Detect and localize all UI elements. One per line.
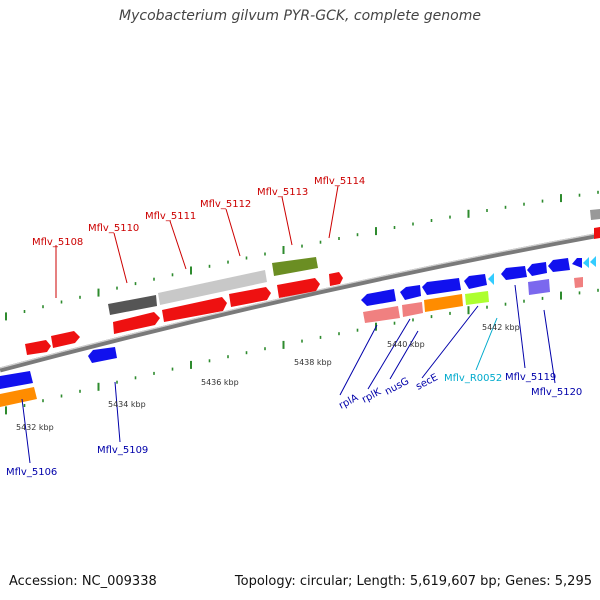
gene-feature[interactable] xyxy=(162,297,227,322)
gene-label-mflv-5109: Mflv_5109 xyxy=(97,445,148,456)
gene-feature[interactable] xyxy=(88,347,117,363)
gene-feature[interactable] xyxy=(590,209,600,220)
gene-feature[interactable] xyxy=(363,306,400,323)
gene-label-mflv-5120: Mflv_5120 xyxy=(531,387,582,398)
gene-label-mflv-5106: Mflv_5106 xyxy=(6,467,57,478)
forward-strand-genes xyxy=(25,209,600,355)
gene-feature[interactable] xyxy=(0,371,33,389)
gene-feature[interactable] xyxy=(590,256,596,267)
gene-label-mflv-5110: Mflv_5110 xyxy=(88,223,139,234)
gene-label-rplk: rplK xyxy=(360,386,383,405)
gene-feature[interactable] xyxy=(361,289,396,306)
topology-text: Topology: circular; Length: 5,619,607 bp… xyxy=(234,574,592,589)
gene-feature[interactable] xyxy=(272,257,318,276)
gene-feature[interactable] xyxy=(158,270,267,305)
gene-feature[interactable] xyxy=(424,294,463,312)
accession-text: Accession: NC_009338 xyxy=(9,574,157,589)
scale-label: 5442 kbp xyxy=(482,323,520,332)
gene-feature[interactable] xyxy=(464,274,487,289)
gene-feature[interactable] xyxy=(527,262,547,276)
inner-tick-row xyxy=(5,288,599,415)
gene-feature[interactable] xyxy=(329,272,343,286)
gene-feature[interactable] xyxy=(113,312,160,334)
gene-feature[interactable] xyxy=(574,277,583,288)
reverse-gene-labels: Mflv_5106 Mflv_5109 rplA rplK nusG secE … xyxy=(6,284,582,478)
gene-feature[interactable] xyxy=(594,227,600,239)
gene-feature[interactable] xyxy=(0,387,37,407)
gene-label-mflv-5108: Mflv_5108 xyxy=(32,237,83,248)
gene-feature[interactable] xyxy=(465,291,489,305)
gene-label-mflv-5113: Mflv_5113 xyxy=(257,187,308,198)
gene-label-sece: secE xyxy=(414,372,440,393)
gene-label-mflv-5111: Mflv_5111 xyxy=(145,211,196,222)
reverse-strand-genes xyxy=(0,256,596,407)
gene-feature[interactable] xyxy=(528,279,550,295)
scale-label: 5436 kbp xyxy=(201,378,239,387)
gene-feature[interactable] xyxy=(422,278,461,295)
gene-feature[interactable] xyxy=(108,295,157,315)
scale-label: 5432 kbp xyxy=(16,423,54,432)
scale-label: 5438 kbp xyxy=(294,358,332,367)
scale-label: 5434 kbp xyxy=(108,400,146,409)
gene-feature[interactable] xyxy=(548,258,570,272)
gene-feature[interactable] xyxy=(583,257,589,268)
gene-label-nusg: nusG xyxy=(383,376,411,398)
scale-labels: 5432 kbp 5434 kbp 5436 kbp 5438 kbp 5440… xyxy=(16,323,520,432)
gene-feature[interactable] xyxy=(402,302,423,317)
gene-label-mflv-5112: Mflv_5112 xyxy=(200,199,251,210)
forward-gene-labels: Mflv_5108 Mflv_5110 Mflv_5111 Mflv_5112 … xyxy=(32,176,365,298)
gene-feature[interactable] xyxy=(25,340,51,355)
outer-tick-row xyxy=(5,190,599,321)
gene-feature[interactable] xyxy=(400,285,421,300)
gene-label-mflv-5119: Mflv_5119 xyxy=(505,372,556,383)
gene-feature[interactable] xyxy=(572,258,582,268)
gene-feature[interactable] xyxy=(277,278,320,298)
gene-label-mflv-5114: Mflv_5114 xyxy=(314,176,365,187)
gene-label-rpla: rplA xyxy=(337,392,360,411)
gene-feature[interactable] xyxy=(501,266,527,280)
gene-label-mflv-r0052: Mflv_R0052 xyxy=(444,373,502,384)
map-title: Mycobacterium gilvum PYR-GCK, complete g… xyxy=(119,8,481,24)
gene-feature[interactable] xyxy=(229,287,271,307)
genome-backbone xyxy=(0,232,600,373)
gene-feature[interactable] xyxy=(51,331,80,348)
gene-feature[interactable] xyxy=(488,273,494,285)
scale-label: 5440 kbp xyxy=(387,340,425,349)
